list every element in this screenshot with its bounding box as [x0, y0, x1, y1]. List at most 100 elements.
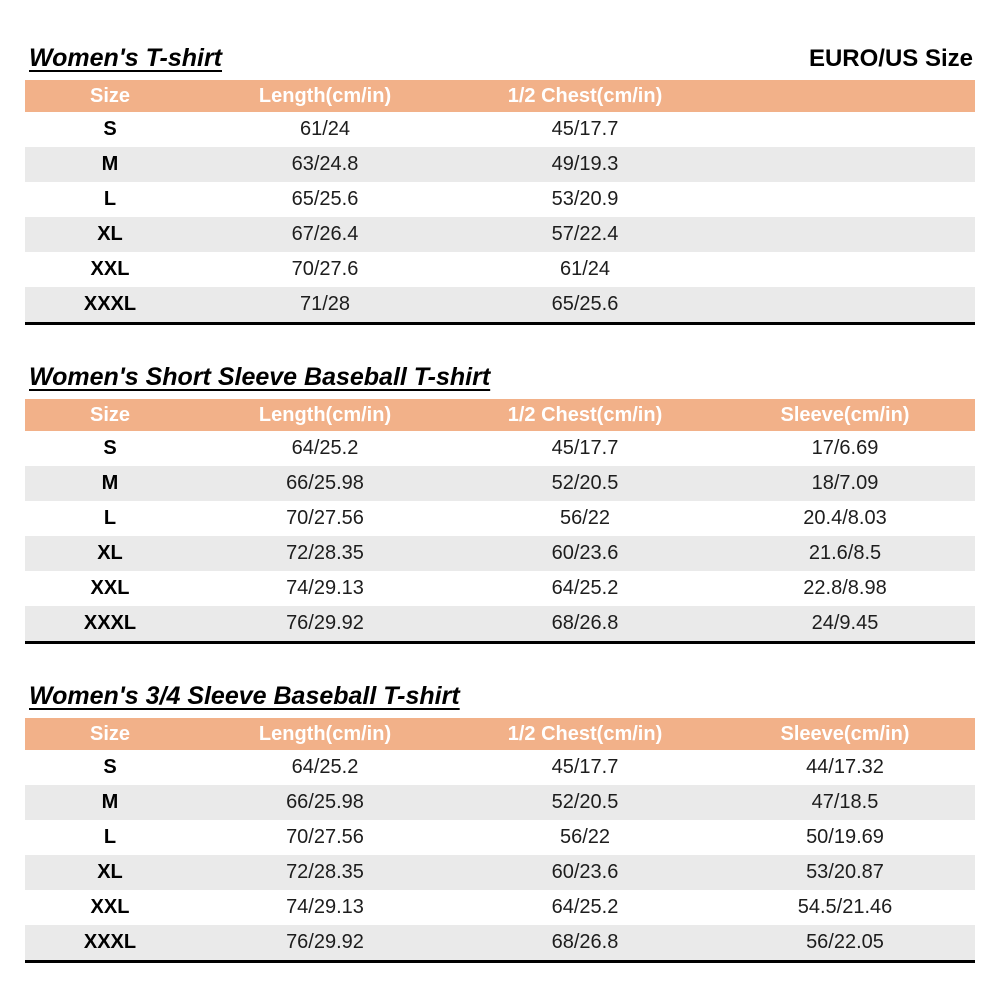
value-cell: 49/19.3	[551, 153, 619, 175]
table-body: S 64/25.2 45/17.7 17/6.69 M 66/25.98 52/20.5 18…	[25, 431, 975, 643]
column-header: Size	[25, 80, 195, 112]
value-cell: 52/20.5	[551, 472, 619, 494]
table-title-womens-short-sleeve-baseball-tshirt: Women's Short Sleeve Baseball T-shirt	[29, 363, 491, 391]
table-row: L 70/27.56 56/22 20.4/8.03	[25, 501, 975, 536]
value-cell: 67/26.4	[291, 223, 359, 245]
value-cell: 18/7.09	[811, 472, 879, 494]
value-cell: 68/26.8	[551, 612, 619, 634]
table-row: S 61/24 45/17.7	[25, 112, 975, 147]
table-row: XL 67/26.4 57/22.4	[25, 217, 975, 252]
column-header: Length(cm/in)	[195, 80, 455, 112]
table-row: S 64/25.2 45/17.7 44/17.32	[25, 750, 975, 785]
table-row: L 65/25.6 53/20.9	[25, 182, 975, 217]
value-cell: 65/25.6	[291, 188, 359, 210]
section-womens-short-sleeve-baseball-tshirt: Women's Short Sleeve Baseball T-shirt Si…	[25, 363, 975, 644]
table-header-row: Size Length(cm/in) 1/2 Chest(cm/in) Sleeve(…	[25, 399, 975, 431]
value-cell: 20.4/8.03	[803, 507, 887, 529]
value-cell: 56/22	[559, 507, 611, 529]
value-cell	[715, 147, 975, 182]
size-cell: M	[101, 153, 119, 175]
value-cell: 60/23.6	[551, 861, 619, 883]
column-header: 1/2 Chest(cm/in)	[455, 718, 715, 750]
value-cell: 74/29.13	[286, 896, 364, 918]
value-cell	[715, 252, 975, 287]
value-cell: 45/17.7	[551, 756, 619, 778]
column-header: Sleeve(cm/in)	[715, 718, 975, 750]
value-cell: 61/24	[299, 118, 351, 140]
table-row: XL 72/28.35 60/23.6 21.6/8.5	[25, 536, 975, 571]
column-header: 1/2 Chest(cm/in)	[455, 80, 715, 112]
value-cell: 71/28	[299, 293, 351, 315]
value-cell: 74/29.13	[286, 577, 364, 599]
table-row: XXXL 76/29.92 68/26.8 24/9.45	[25, 606, 975, 643]
value-cell: 44/17.32	[806, 756, 884, 778]
section-head: Women's Short Sleeve Baseball T-shirt	[29, 363, 973, 392]
value-cell: 60/23.6	[551, 542, 619, 564]
value-cell: 45/17.7	[551, 437, 619, 459]
value-cell: 47/18.5	[811, 791, 879, 813]
table-row: XXL 74/29.13 64/25.2 54.5/21.46	[25, 890, 975, 925]
value-cell: 22.8/8.98	[803, 577, 887, 599]
value-cell: 21.6/8.5	[808, 542, 882, 564]
value-cell: 64/25.2	[551, 577, 619, 599]
value-cell: 54.5/21.46	[797, 896, 893, 918]
column-header: Sleeve(cm/in)	[715, 399, 975, 431]
header-row: Size Length(cm/in) 1/2 Chest(cm/in)	[25, 80, 975, 112]
table-row: XXXL 71/28 65/25.6	[25, 287, 975, 324]
header-row: Size Length(cm/in) 1/2 Chest(cm/in) Sleeve(…	[25, 399, 975, 431]
section-womens-tshirt: Women's T-shirt EURO/US Size Size Length(…	[25, 44, 975, 325]
value-cell: 61/24	[559, 258, 611, 280]
header-row: Size Length(cm/in) 1/2 Chest(cm/in) Sleeve(…	[25, 718, 975, 750]
table-header-row: Size Length(cm/in) 1/2 Chest(cm/in)	[25, 80, 975, 112]
value-cell: 50/19.69	[806, 826, 884, 848]
value-cell: 70/27.56	[286, 507, 364, 529]
size-cell: XXL	[90, 577, 130, 599]
value-cell: 56/22.05	[806, 931, 884, 953]
table-row: L 70/27.56 56/22 50/19.69	[25, 820, 975, 855]
size-cell: M	[101, 791, 119, 813]
size-cell: S	[103, 756, 117, 778]
table-row: XXXL 76/29.92 68/26.8 56/22.05	[25, 925, 975, 962]
value-cell	[715, 287, 975, 324]
size-cell: S	[103, 118, 117, 140]
size-cell: XXL	[90, 896, 130, 918]
size-cell: XXL	[90, 258, 130, 280]
euro-us-size-label: EURO/US Size	[808, 45, 973, 72]
size-cell: XL	[97, 542, 123, 564]
column-header: Size	[25, 399, 195, 431]
size-table-womens-short-sleeve-baseball-tshirt: Size Length(cm/in) 1/2 Chest(cm/in) Sleeve(…	[25, 399, 975, 644]
size-cell: XL	[97, 223, 123, 245]
size-cell: XL	[97, 861, 123, 883]
section-head: Women's 3/4 Sleeve Baseball T-shirt	[29, 682, 973, 711]
value-cell: 76/29.92	[286, 612, 364, 634]
value-cell: 68/26.8	[551, 931, 619, 953]
section-womens-34-sleeve-baseball-tshirt: Women's 3/4 Sleeve Baseball T-shirt Size…	[25, 682, 975, 963]
value-cell	[715, 217, 975, 252]
column-header: Size	[25, 718, 195, 750]
value-cell: 53/20.87	[806, 861, 884, 883]
size-cell: M	[101, 472, 119, 494]
value-cell: 70/27.6	[291, 258, 359, 280]
value-cell: 66/25.98	[286, 472, 364, 494]
value-cell: 64/25.2	[291, 756, 359, 778]
value-cell: 76/29.92	[286, 931, 364, 953]
column-header: Length(cm/in)	[195, 399, 455, 431]
table-row: XXL 74/29.13 64/25.2 22.8/8.98	[25, 571, 975, 606]
table-row: XXL 70/27.6 61/24	[25, 252, 975, 287]
table-title-womens-34-sleeve-baseball-tshirt: Women's 3/4 Sleeve Baseball T-shirt	[29, 682, 460, 710]
size-cell: XXXL	[83, 293, 137, 315]
table-title-womens-tshirt: Women's T-shirt	[29, 44, 223, 72]
column-header: Length(cm/in)	[195, 718, 455, 750]
value-cell: 64/25.2	[551, 896, 619, 918]
value-cell	[715, 182, 975, 217]
value-cell: 53/20.9	[551, 188, 619, 210]
size-cell: XXXL	[83, 931, 137, 953]
size-cell: L	[103, 507, 117, 529]
value-cell: 56/22	[559, 826, 611, 848]
value-cell: 24/9.45	[811, 612, 879, 634]
value-cell: 70/27.56	[286, 826, 364, 848]
value-cell: 66/25.98	[286, 791, 364, 813]
column-header: 1/2 Chest(cm/in)	[455, 399, 715, 431]
table-body: S 64/25.2 45/17.7 44/17.32 M 66/25.98 52/20.5 4…	[25, 750, 975, 962]
